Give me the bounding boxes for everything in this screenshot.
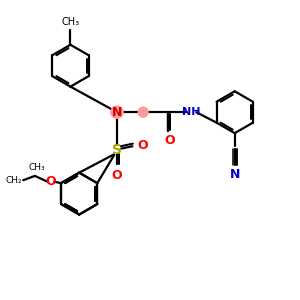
Text: O: O	[46, 175, 56, 188]
Text: O: O	[112, 169, 122, 182]
Text: O: O	[164, 134, 175, 147]
Text: CH₃: CH₃	[61, 17, 80, 27]
Text: N: N	[230, 168, 240, 181]
Text: O: O	[137, 139, 148, 152]
Text: S: S	[112, 143, 122, 157]
Circle shape	[138, 107, 148, 117]
Circle shape	[111, 106, 123, 118]
Text: NH: NH	[182, 107, 200, 117]
Text: CH₃: CH₃	[29, 163, 46, 172]
Text: N: N	[112, 106, 122, 119]
Text: CH₂: CH₂	[5, 176, 22, 185]
